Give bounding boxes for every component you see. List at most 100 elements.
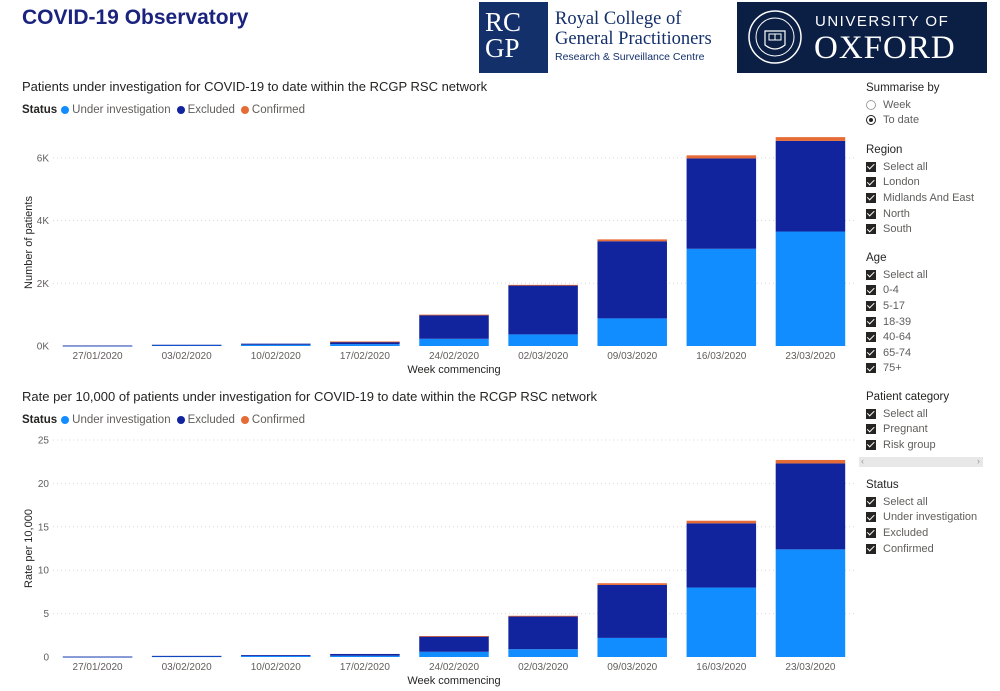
legend-item-label: Excluded xyxy=(187,414,235,426)
bar-under-investigation[interactable] xyxy=(775,231,846,346)
bar-excluded[interactable] xyxy=(686,158,757,249)
option-label: Excluded xyxy=(883,526,929,539)
legend-item-under-investigation[interactable]: Under investigation xyxy=(61,104,171,116)
bar-confirmed[interactable] xyxy=(419,635,489,637)
bar-under-investigation[interactable] xyxy=(419,338,489,346)
chart2-plot: 0 5 10 15 20 25 Rate per 10,000 27/01/2020 03/02… xyxy=(23,436,855,687)
bar-excluded[interactable] xyxy=(330,341,400,345)
summarise-slicer: Summarise by Week To date xyxy=(866,82,990,128)
bar-under-investigation[interactable] xyxy=(330,655,400,657)
bar-confirmed[interactable] xyxy=(508,615,578,617)
region-midlands-and-east[interactable]: Midlands And East xyxy=(866,190,990,206)
bar-confirmed[interactable] xyxy=(508,284,578,286)
x-tick-label: 03/02/2020 xyxy=(162,662,212,673)
legend-item-excluded[interactable]: Excluded xyxy=(176,414,235,426)
region-north[interactable]: North xyxy=(866,206,990,222)
bar-excluded[interactable] xyxy=(419,314,489,339)
age-65-74[interactable]: 65-74 xyxy=(866,345,990,361)
checkbox-checked-icon xyxy=(866,332,876,343)
x-tick-label: 02/03/2020 xyxy=(518,351,568,362)
summarise-option-to-date[interactable]: To date xyxy=(866,113,990,129)
bar-excluded[interactable] xyxy=(330,653,400,656)
age-0-4[interactable]: 0-4 xyxy=(866,283,990,299)
bar-confirmed[interactable] xyxy=(686,155,757,159)
bar-excluded[interactable] xyxy=(151,344,222,346)
checkbox-checked-icon xyxy=(866,269,876,280)
legend-label: Status xyxy=(22,104,58,116)
region-south[interactable]: South xyxy=(866,221,990,237)
bar-under-investigation[interactable] xyxy=(419,651,489,657)
bar-excluded[interactable] xyxy=(775,140,846,232)
status-excluded[interactable]: Excluded xyxy=(866,525,990,541)
patient-category-pregnant[interactable]: Pregnant xyxy=(866,422,990,438)
age-5-17[interactable]: 5-17 xyxy=(866,298,990,314)
legend-item-label: Excluded xyxy=(187,104,235,116)
legend-dot xyxy=(61,416,70,424)
status-select-all[interactable]: Select all xyxy=(866,494,990,510)
summarise-option-week[interactable]: Week xyxy=(866,97,990,113)
bar-excluded[interactable] xyxy=(151,655,222,657)
bar-under-investigation[interactable] xyxy=(686,248,757,346)
patient-category-select-all[interactable]: Select all xyxy=(866,406,990,422)
chart1-plot: 0K 2K 4K 6K Number of patients 27/01/2020 03/0… xyxy=(23,137,855,376)
bar-excluded[interactable] xyxy=(62,656,133,658)
bar-confirmed[interactable] xyxy=(597,583,667,585)
bar-under-investigation[interactable] xyxy=(330,344,400,346)
status-under-investigation[interactable]: Under investigation xyxy=(866,510,990,526)
age-18-39[interactable]: 18-39 xyxy=(866,314,990,330)
legend-item-confirmed[interactable]: Confirmed xyxy=(240,414,305,426)
patient-category-risk-group[interactable]: Risk group xyxy=(866,437,990,453)
legend-item-confirmed[interactable]: Confirmed xyxy=(240,104,305,116)
bar-under-investigation[interactable] xyxy=(775,549,846,657)
bar-under-investigation[interactable] xyxy=(508,334,578,346)
slicer-horizontal-scrollbar[interactable]: ‹ › xyxy=(859,456,983,467)
y-tick-label: 5 xyxy=(43,609,49,620)
bar-under-investigation[interactable] xyxy=(597,637,667,657)
bar-excluded[interactable] xyxy=(508,285,578,335)
bar-excluded[interactable] xyxy=(62,345,133,347)
x-tick-label: 24/02/2020 xyxy=(429,662,479,673)
radio-selected-icon xyxy=(866,115,876,126)
option-label: To date xyxy=(883,114,920,127)
bar-under-investigation[interactable] xyxy=(151,656,222,658)
checkbox-checked-icon xyxy=(866,316,876,327)
scroll-left-icon[interactable]: ‹ xyxy=(861,456,864,466)
bar-excluded[interactable] xyxy=(686,523,757,588)
region-slicer-title: Region xyxy=(866,144,903,156)
y-tick-label: 20 xyxy=(38,479,50,490)
bar-under-investigation[interactable] xyxy=(686,587,757,657)
bar-confirmed[interactable] xyxy=(419,314,489,316)
bar-excluded[interactable] xyxy=(597,241,667,319)
bar-excluded[interactable] xyxy=(597,584,667,638)
bar-excluded[interactable] xyxy=(241,343,311,345)
scroll-right-icon[interactable]: › xyxy=(977,456,980,466)
bar-under-investigation[interactable] xyxy=(151,345,222,347)
bar-confirmed[interactable] xyxy=(775,459,846,464)
option-label: 18-39 xyxy=(883,315,912,328)
bar-under-investigation[interactable] xyxy=(241,344,311,346)
bar-excluded[interactable] xyxy=(419,636,489,652)
region-london[interactable]: London xyxy=(866,175,990,191)
bar-confirmed[interactable] xyxy=(330,341,400,343)
bar-under-investigation[interactable] xyxy=(241,655,311,657)
bar-under-investigation[interactable] xyxy=(597,318,667,346)
bar-excluded[interactable] xyxy=(508,616,578,650)
bar-excluded[interactable] xyxy=(775,463,846,550)
y-tick-label: 15 xyxy=(38,522,50,533)
legend-dot xyxy=(61,106,70,114)
chart1-title: Patients under investigation for COVID-1… xyxy=(22,79,488,94)
region-select-all[interactable]: Select all xyxy=(866,159,990,175)
bar-excluded[interactable] xyxy=(241,655,311,656)
bar-under-investigation[interactable] xyxy=(508,649,578,657)
age-40-64[interactable]: 40-64 xyxy=(866,329,990,345)
bar-confirmed[interactable] xyxy=(686,520,757,524)
legend-item-under-investigation[interactable]: Under investigation xyxy=(61,414,171,426)
status-slicer-title: Status xyxy=(866,479,899,491)
age-select-all[interactable]: Select all xyxy=(866,267,990,283)
legend-item-excluded[interactable]: Excluded xyxy=(176,104,235,116)
option-label: Select all xyxy=(883,268,928,281)
bar-confirmed[interactable] xyxy=(597,239,667,242)
status-confirmed[interactable]: Confirmed xyxy=(866,541,990,557)
bar-confirmed[interactable] xyxy=(775,137,846,141)
age-75-plus[interactable]: 75+ xyxy=(866,361,990,377)
